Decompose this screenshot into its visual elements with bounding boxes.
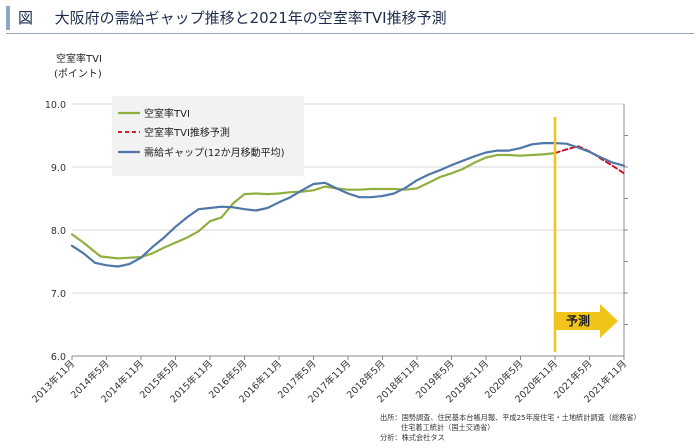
y-tick-label-0: 6.0: [51, 352, 66, 363]
legend-label-series-1: 空室率TVI推移予測: [144, 126, 230, 139]
source-line-1: 出所：国勢調査、住民基本台帳月報、平成25年度住宅・土地統計調査（総務省）: [380, 413, 641, 422]
y-axis-label-line1: 空室率TVI: [56, 52, 102, 65]
figure-label: 図: [18, 9, 34, 27]
page-title: 図 大阪府の需給ギャップ推移と2021年の空室率TVI推移予測: [18, 7, 447, 28]
x-tick-labels: 2013年11月2014年5月2014年11月2015年5月2015年11月20…: [30, 358, 630, 406]
figure-title: 大阪府の需給ギャップ推移と2021年の空室率TVI推移予測: [54, 9, 447, 27]
y-tick-labels: 6.0 7.0 8.0 9.0 10.0: [45, 100, 66, 363]
legend: 空室率TVI 空室率TVI推移予測 需給ギャップ(12か月移動平均): [112, 96, 304, 176]
series-line-2: [70, 142, 626, 268]
legend-label-series-0: 空室率TVI: [144, 107, 190, 120]
legend-label-series-2: 需給ギャップ(12か月移動平均): [144, 146, 285, 159]
y-axis-label-line2: (ポイント): [54, 68, 102, 80]
y-tick-label-1: 7.0: [51, 289, 66, 300]
forecast-arrow-shape: [556, 304, 618, 338]
y-tick-label-3: 9.0: [51, 163, 66, 174]
legend-box: [112, 96, 304, 176]
source-note: 出所：国勢調査、住民基本台帳月報、平成25年度住宅・土地統計調査（総務省） 住宅…: [380, 413, 641, 442]
source-line-3: 分析：株式会社タス: [380, 433, 445, 442]
title-accent-bar: [6, 6, 10, 30]
series-line-1: [554, 145, 625, 175]
forecast-arrow-label: 予測: [566, 313, 590, 328]
y-tick-label-2: 8.0: [51, 226, 66, 237]
source-line-2: 住宅着工統計（国土交通省）: [401, 423, 494, 432]
title-rule: [6, 33, 694, 34]
forecast-arrow: 予測: [556, 304, 618, 338]
title-bar: 図 大阪府の需給ギャップ推移と2021年の空室率TVI推移予測: [0, 0, 700, 36]
x-tick-label-0: 2013年11月: [30, 358, 78, 406]
right-axis-ticks: [624, 135, 628, 325]
x-tick-marks: [71, 356, 625, 360]
series-layer: [70, 142, 626, 268]
y-tick-label-4: 10.0: [45, 100, 66, 111]
